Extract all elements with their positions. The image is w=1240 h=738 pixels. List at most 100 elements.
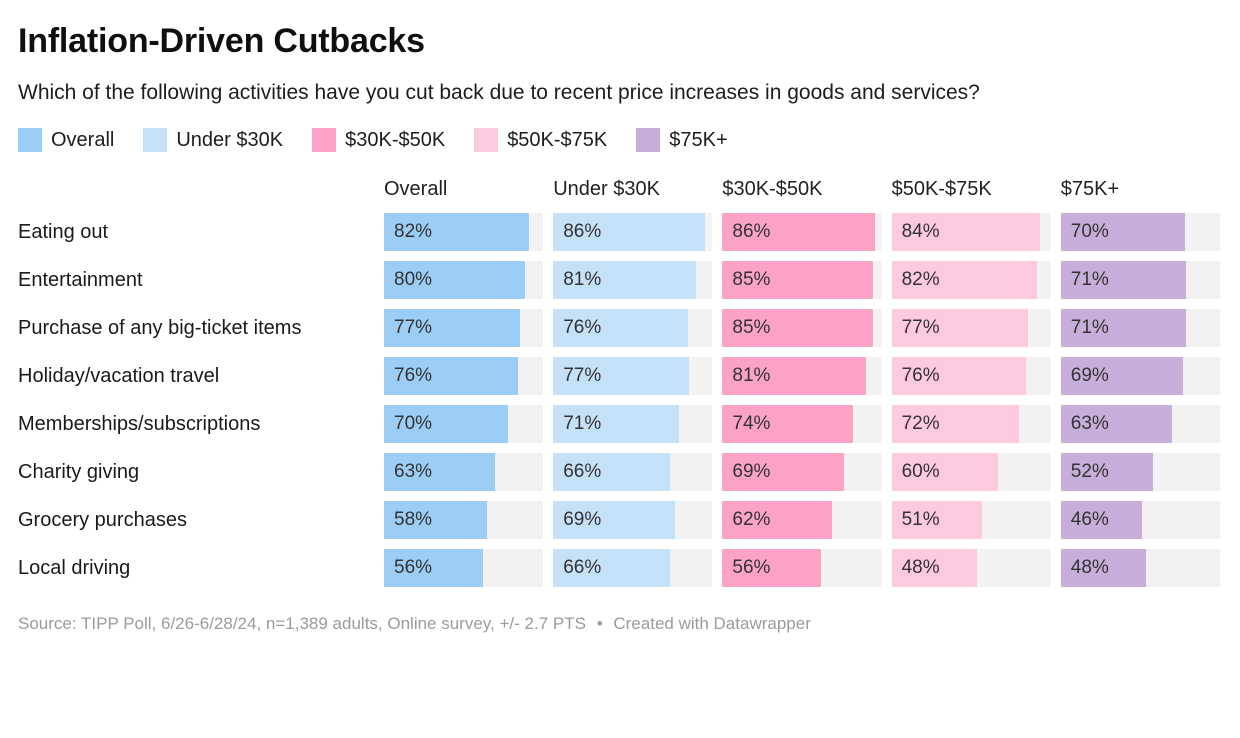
bar: 71% [553,405,679,444]
bar-value-label: 72% [901,413,940,435]
bar-value-label: 58% [394,509,433,531]
bar: 69% [1060,357,1183,396]
bar-value-label: 60% [901,461,940,483]
bar-track: 77% [891,309,1051,348]
page-title: Inflation-Driven Cutbacks [18,22,425,60]
bar: 70% [384,405,508,444]
bar: 69% [553,501,676,540]
bar-track: 46% [1060,501,1220,540]
column-header: $75K+ [1060,177,1120,200]
bar-value-label: 51% [901,509,940,531]
bar-value-label: 84% [901,221,940,243]
bar: 82% [891,261,1037,300]
bar-value-label: 76% [394,365,433,387]
legend-item: $50K-$75K [474,128,607,153]
chart-grid: Overall Under $30K $30K-$50K $50K-$75K $75K+… [18,177,1220,588]
bar-value-label: 81% [563,269,602,291]
legend-swatch [474,128,499,153]
legend-swatch [18,128,42,153]
bar: 72% [891,405,1019,444]
bar-value-label: 77% [563,365,602,387]
bar-value-label: 69% [732,461,771,483]
bar: 58% [384,501,487,540]
bar-value-label: 77% [394,317,433,339]
bar: 77% [384,309,521,348]
bar-value-label: 69% [563,509,602,531]
bar-value-label: 70% [1070,221,1109,243]
bar-value-label: 76% [563,317,602,339]
bar: 52% [1060,453,1153,492]
bar-track: 63% [384,453,544,492]
row-label: Holiday/vacation travel [18,364,220,387]
bar: 76% [384,357,519,396]
chart-card: Inflation-Driven Cutbacks Which of the f… [18,22,1220,634]
bar-track: 71% [1060,309,1220,348]
row-label: Eating out [18,220,109,243]
bar-track: 81% [553,261,713,300]
bar-chart: Overall Under $30K $30K-$50K $50K-$75K $75K+… [18,177,1220,588]
bar: 85% [722,309,873,348]
row-label: Entertainment [18,268,143,291]
bar: 70% [1060,213,1185,252]
legend-item: $30K-$50K [312,128,445,153]
bar-track: 77% [384,309,544,348]
bar-track: 81% [722,357,882,396]
legend-item: Overall [18,128,114,153]
bar-track: 48% [891,549,1051,588]
bar-track: 48% [1060,549,1220,588]
bar: 81% [722,357,866,396]
bar: 48% [891,549,977,588]
chart-subtitle: Which of the following activities have y… [18,81,980,104]
bar-track: 70% [384,405,544,444]
bar: 63% [384,453,496,492]
bar-track: 63% [1060,405,1220,444]
bar: 77% [553,357,690,396]
bar: 80% [384,261,526,300]
bar-track: 76% [891,357,1051,396]
bar-value-label: 70% [394,413,433,435]
bar-value-label: 82% [394,221,433,243]
bar-track: 76% [553,309,713,348]
bar-value-label: 71% [563,413,602,435]
bar: 71% [1060,261,1187,300]
bar: 77% [891,309,1028,348]
bar-track: 86% [553,213,713,252]
bar-track: 60% [891,453,1051,492]
bar: 86% [553,213,706,252]
bar: 82% [384,213,530,252]
bar-track: 56% [384,549,544,588]
bar: 46% [1060,501,1143,540]
bar-track: 80% [384,261,544,300]
bar: 62% [722,501,833,540]
bar: 66% [553,549,670,588]
bar: 66% [553,453,670,492]
column-header: $50K-$75K [891,177,992,200]
row-label: Grocery purchases [18,508,187,531]
bar-track: 69% [1060,357,1220,396]
bar-track: 85% [722,309,882,348]
bar-track: 52% [1060,453,1220,492]
footer-separator: • [596,614,603,634]
bar-value-label: 86% [563,221,602,243]
bar-value-label: 48% [901,557,940,579]
bar-value-label: 56% [394,557,433,579]
bar-track: 62% [722,501,882,540]
bar-value-label: 76% [901,365,940,387]
bar-track: 82% [384,213,544,252]
bar-value-label: 82% [901,269,940,291]
column-header: Under $30K [553,177,660,200]
bar-value-label: 48% [1070,557,1109,579]
grid-corner [18,177,374,203]
bar-value-label: 63% [394,461,433,483]
bar-track: 71% [553,405,713,444]
bar: 86% [722,213,875,252]
bar-value-label: 74% [732,413,771,435]
legend-item: $75K+ [636,128,728,153]
bar: 74% [722,405,854,444]
bar-track: 84% [891,213,1051,252]
column-header: $30K-$50K [722,177,823,200]
datawrapper-attribution-link[interactable]: Created with Datawrapper [613,614,811,634]
bar-value-label: 69% [1070,365,1109,387]
bar-track: 72% [891,405,1051,444]
legend-swatch [143,128,168,153]
